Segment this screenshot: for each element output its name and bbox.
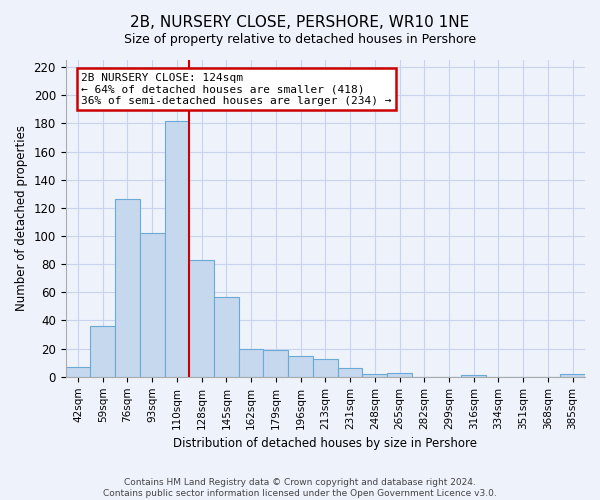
- Bar: [362, 374, 387, 377]
- Text: Contains HM Land Registry data © Crown copyright and database right 2024.
Contai: Contains HM Land Registry data © Crown c…: [103, 478, 497, 498]
- Bar: [313, 358, 338, 377]
- Bar: [115, 200, 140, 377]
- Bar: [239, 348, 263, 377]
- Bar: [164, 120, 190, 377]
- Bar: [560, 374, 585, 377]
- Bar: [140, 233, 164, 377]
- Text: Size of property relative to detached houses in Pershore: Size of property relative to detached ho…: [124, 32, 476, 46]
- Text: 2B, NURSERY CLOSE, PERSHORE, WR10 1NE: 2B, NURSERY CLOSE, PERSHORE, WR10 1NE: [130, 15, 470, 30]
- Bar: [214, 296, 239, 377]
- Bar: [288, 356, 313, 377]
- Bar: [190, 260, 214, 377]
- Bar: [91, 326, 115, 377]
- Bar: [461, 376, 486, 377]
- X-axis label: Distribution of detached houses by size in Pershore: Distribution of detached houses by size …: [173, 437, 478, 450]
- Y-axis label: Number of detached properties: Number of detached properties: [15, 126, 28, 312]
- Bar: [263, 350, 288, 377]
- Text: 2B NURSERY CLOSE: 124sqm
← 64% of detached houses are smaller (418)
36% of semi-: 2B NURSERY CLOSE: 124sqm ← 64% of detach…: [81, 72, 392, 106]
- Bar: [387, 372, 412, 377]
- Bar: [65, 367, 91, 377]
- Bar: [338, 368, 362, 377]
